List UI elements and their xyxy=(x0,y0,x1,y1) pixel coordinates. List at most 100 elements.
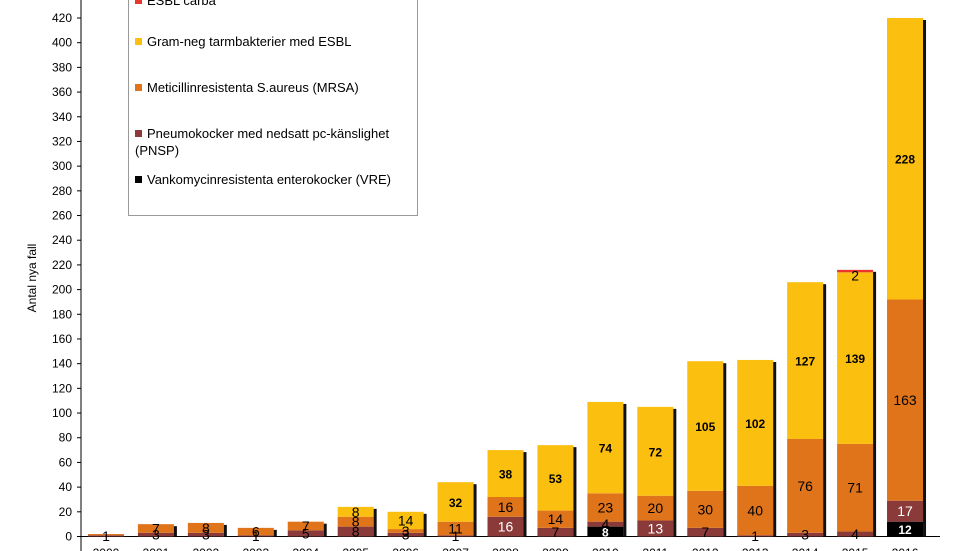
data-label: 20 xyxy=(648,500,664,516)
bar-segment xyxy=(137,532,174,537)
legend-label: Vankomycinresistenta enterokocker (VRE) xyxy=(147,172,391,187)
y-axis-ticks: 0204060801001201401601802002202402602803… xyxy=(52,0,940,551)
bar-segment xyxy=(587,401,624,494)
bar-shadow xyxy=(873,271,877,537)
legend-label: Gram-neg tarmbakterier med ESBL xyxy=(147,34,352,49)
data-label: 53 xyxy=(549,472,563,486)
bar-segment xyxy=(237,535,274,537)
data-label: 1 xyxy=(751,528,759,544)
y-tick-label: 100 xyxy=(52,406,72,420)
y-tick-label: 120 xyxy=(52,381,72,395)
bar-shadow xyxy=(623,403,627,537)
data-label: 38 xyxy=(499,468,513,482)
data-label: 6 xyxy=(252,524,260,540)
bar-segment xyxy=(87,534,124,536)
legend-swatch xyxy=(135,130,142,137)
bar-segment xyxy=(787,532,824,537)
bar-segment xyxy=(87,535,124,537)
bar-segment xyxy=(337,506,374,517)
legend-item-esbl-carba: ESBL carba xyxy=(135,0,411,9)
y-tick-label: 80 xyxy=(59,431,73,445)
x-tick-label: 2001 xyxy=(143,546,170,551)
bar-shadow xyxy=(823,284,827,537)
data-label: 32 xyxy=(449,496,463,510)
bar-segment xyxy=(837,269,874,273)
x-tick-label: 2000 xyxy=(93,546,120,551)
x-tick-label: 2005 xyxy=(342,546,369,551)
y-tick-label: 220 xyxy=(52,258,72,272)
bar-shadow xyxy=(473,484,477,537)
legend-label: Meticillinresistenta S.aureus (MRSA) xyxy=(147,80,359,95)
bar-segment xyxy=(437,521,474,536)
y-tick-label: 140 xyxy=(52,357,72,371)
data-label: 163 xyxy=(893,392,917,408)
legend: ESBL carba Gram-neg tarmbakterier med ES… xyxy=(128,0,418,216)
data-label: 105 xyxy=(695,420,715,434)
x-tick-label: 2006 xyxy=(392,546,419,551)
data-label: 71 xyxy=(847,480,863,496)
bar-segment xyxy=(437,535,474,537)
bar-segment xyxy=(637,520,674,537)
bar-segment xyxy=(537,445,574,511)
legend-item-esbl: Gram-neg tarmbakterier med ESBL xyxy=(135,33,411,50)
data-label: 7 xyxy=(552,524,560,540)
bar-segment xyxy=(887,521,924,537)
y-tick-label: 260 xyxy=(52,209,72,223)
data-label: 3 xyxy=(801,527,809,543)
bar-segment xyxy=(737,359,774,486)
legend-item-pnsp: Pneumokocker med nedsatt pc-känslighet (… xyxy=(135,125,411,159)
bar-segment xyxy=(587,526,624,537)
data-label: 11 xyxy=(448,520,463,536)
x-tick-label: 2004 xyxy=(292,546,319,551)
y-tick-label: 0 xyxy=(65,530,72,544)
bar-segment xyxy=(537,510,574,528)
bar-segment xyxy=(787,438,824,533)
data-label: 8 xyxy=(352,524,360,540)
legend-swatch xyxy=(135,0,142,4)
bar-segment xyxy=(737,535,774,537)
data-label: 1 xyxy=(252,528,260,544)
x-tick-label: 2015 xyxy=(842,546,869,551)
y-tick-label: 300 xyxy=(52,159,72,173)
y-tick-label: 40 xyxy=(59,480,73,494)
data-label: 8 xyxy=(602,526,609,540)
bar-segment xyxy=(287,530,324,537)
y-axis-title: Antal nya fall xyxy=(25,244,39,313)
data-label: 5 xyxy=(302,525,310,541)
bar-segment xyxy=(187,522,224,533)
data-label: 127 xyxy=(795,355,815,369)
legend-swatch xyxy=(135,84,142,91)
bar-segment xyxy=(387,511,424,530)
bar-segment xyxy=(187,532,224,537)
data-label: 4 xyxy=(851,526,859,542)
bar-shadow xyxy=(923,20,927,537)
data-label: 40 xyxy=(747,503,763,519)
data-label: 3 xyxy=(202,527,210,543)
data-label: 102 xyxy=(745,417,765,431)
x-tick-label: 2007 xyxy=(442,546,469,551)
y-tick-label: 180 xyxy=(52,307,72,321)
y-tick-label: 240 xyxy=(52,233,72,247)
data-label: 139 xyxy=(845,352,865,366)
x-tick-label: 2010 xyxy=(592,546,619,551)
y-tick-label: 340 xyxy=(52,110,72,124)
data-label: 8 xyxy=(352,514,360,530)
y-tick-label: 400 xyxy=(52,36,72,50)
bar-shadow xyxy=(523,452,527,537)
bar-segment xyxy=(137,524,174,533)
bar-segment xyxy=(837,443,874,532)
bar-segment xyxy=(587,493,624,522)
bar-segment xyxy=(537,527,574,537)
data-label: 76 xyxy=(797,478,813,494)
y-tick-label: 20 xyxy=(59,505,73,519)
legend-swatch xyxy=(135,38,142,45)
data-label: 7 xyxy=(152,520,160,536)
bar-segment xyxy=(687,490,724,528)
data-label: 13 xyxy=(648,520,664,536)
bar-segment xyxy=(337,516,374,527)
